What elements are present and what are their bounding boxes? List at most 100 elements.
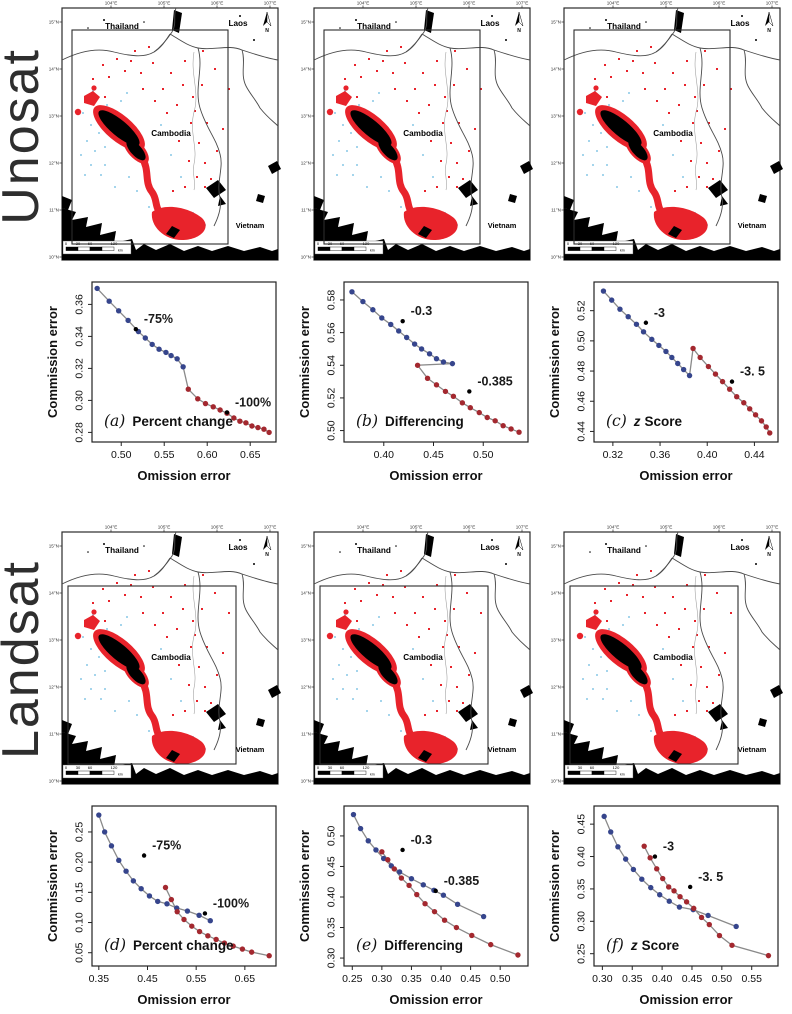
data-point [411, 341, 418, 347]
y-axis-label: Commission error [297, 306, 312, 418]
plot-f-zscore: 0.30 0.35 0.40 0.45 0.50 0.55 0.25 0.30 0.35 0.40… [547, 805, 779, 1007]
x-tick-label: 0.55 [186, 973, 207, 985]
panel-label: (d) Percent change [104, 936, 234, 954]
data-point [115, 308, 122, 314]
data-point [492, 418, 498, 424]
data-point [663, 348, 669, 355]
data-point [248, 949, 255, 955]
data-point [600, 288, 607, 294]
data-point [765, 952, 772, 959]
y-tick-label: 0.30 [576, 911, 588, 932]
data-point [698, 914, 705, 921]
data-point [488, 941, 494, 948]
data-point [660, 875, 666, 882]
x-tick-label: 0.32 [603, 449, 624, 461]
annotation-label: -0.385 [444, 874, 479, 888]
data-point [403, 334, 410, 341]
data-point [174, 356, 180, 362]
data-point [767, 430, 773, 436]
x-tick-label: 0.25 [342, 973, 363, 985]
data-point [433, 356, 440, 362]
map-unosat-percent-change [44, 0, 284, 270]
study-area-rect [71, 29, 229, 245]
data-point [508, 426, 514, 432]
annotation-point [133, 327, 139, 332]
y-tick-label: 0.45 [576, 814, 588, 835]
data-point [440, 892, 447, 898]
y-tick-label: 0.20 [74, 852, 86, 873]
y-tick-label: 0.32 [74, 358, 86, 379]
data-point [741, 400, 747, 406]
panel-label: (e) Differencing [356, 936, 463, 954]
data-point [476, 409, 482, 416]
annotation-point [202, 911, 208, 916]
data-point [647, 855, 653, 861]
data-point [622, 856, 629, 862]
y-tick-label: 0.15 [74, 882, 86, 903]
panel-label: (f) z Score [606, 936, 680, 954]
data-point [155, 898, 161, 905]
data-point [231, 415, 237, 421]
data-point [500, 422, 506, 429]
x-axis-label: Omission error [639, 992, 732, 1007]
annotation-label: -75% [144, 312, 173, 326]
y-tick-label: 0.46 [576, 391, 588, 412]
y-tick-label: 0.50 [576, 330, 588, 351]
annotation-point [141, 853, 147, 858]
data-point [125, 317, 131, 324]
data-point [726, 386, 733, 392]
data-point [414, 891, 420, 898]
data-point [163, 349, 169, 356]
plot-box [593, 805, 779, 967]
data-point [123, 868, 129, 874]
x-tick-label: 0.50 [111, 449, 132, 461]
data-point [469, 932, 475, 939]
data-point [379, 315, 385, 321]
data-point [196, 928, 203, 935]
data-point [261, 426, 267, 432]
data-point [615, 844, 621, 850]
x-tick-label: 0.40 [431, 973, 452, 985]
data-point [379, 849, 385, 855]
data-point [608, 297, 615, 303]
data-point [205, 933, 211, 939]
y-tick-label: 0.58 [326, 290, 338, 311]
data-point [422, 901, 428, 907]
plot-box [91, 281, 277, 443]
data-point [420, 882, 426, 888]
data-point [414, 362, 421, 368]
data-point [380, 855, 387, 862]
y-tick-label: 0.52 [576, 300, 588, 321]
data-point [196, 912, 202, 918]
data-point [680, 366, 687, 373]
data-point [690, 345, 696, 352]
data-point [734, 394, 740, 400]
data-point [752, 412, 759, 418]
data-point [716, 932, 723, 939]
y-tick-label: 0.44 [576, 421, 588, 442]
series-line [98, 814, 211, 922]
data-point [639, 876, 645, 882]
y-tick-label: 0.25 [74, 822, 86, 843]
data-point [666, 898, 672, 904]
annotation-label: -75% [152, 839, 181, 853]
row-label-landsat: Landsat [0, 524, 50, 796]
x-tick-label: 0.44 [744, 449, 765, 461]
panel-label: (b) Differencing [356, 412, 464, 430]
data-point [705, 363, 712, 370]
plot-a-percent-change: 0.50 0.55 0.60 0.65 0.28 0.30 0.32 0.34 0.36 Omis… [45, 281, 277, 483]
data-point [388, 321, 394, 328]
data-point [467, 405, 474, 411]
data-point [162, 884, 169, 891]
data-point [373, 847, 379, 853]
map-landsat-differencing [296, 524, 536, 794]
data-point [230, 943, 236, 949]
data-point [106, 298, 112, 304]
data-point [729, 942, 735, 948]
annotation-point [729, 379, 735, 384]
data-point [630, 866, 637, 873]
annotation-label: -3. 5 [740, 365, 765, 379]
x-tick-label: 0.45 [682, 973, 703, 985]
data-point [608, 829, 614, 835]
